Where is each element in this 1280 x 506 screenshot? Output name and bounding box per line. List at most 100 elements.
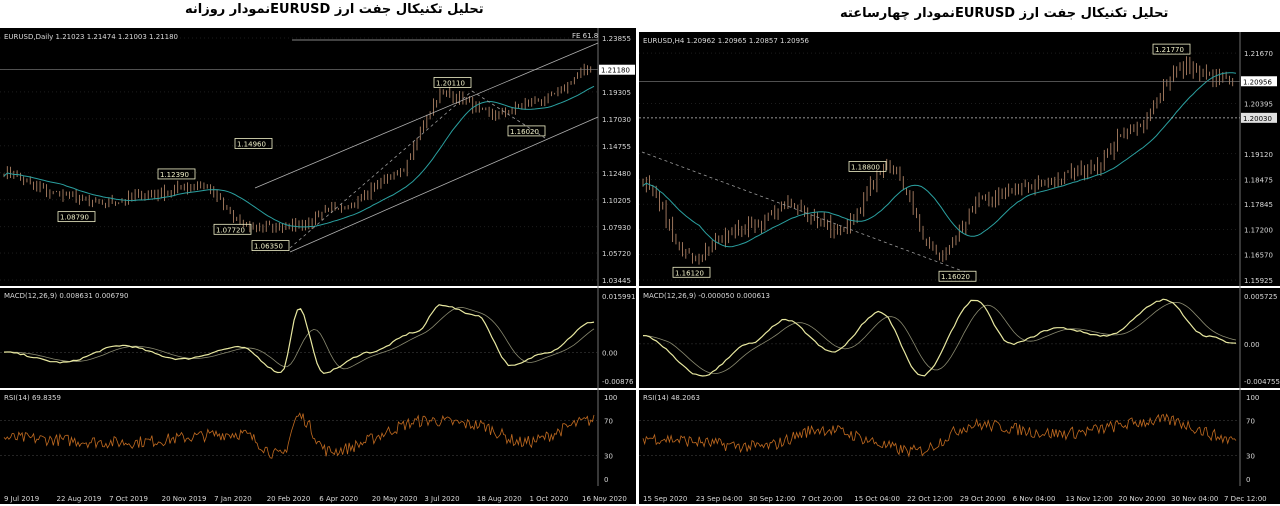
- h4-price-tick: 1.19120: [1244, 151, 1273, 159]
- daily-rsi-label: RSI(14) 69.8359: [4, 394, 61, 402]
- h4-date-tick: 6 Nov 04:00: [1013, 495, 1056, 503]
- h4-macd-tick-zero: 0.00: [1244, 341, 1260, 349]
- h4-price-tick: 1.20395: [1244, 100, 1273, 108]
- h4-swing-box: [848, 161, 887, 172]
- h4-rsi-line: [642, 413, 1237, 458]
- h4-rsi-tick: 30: [1246, 453, 1255, 461]
- daily-price-tick: 1.03445: [602, 277, 631, 285]
- daily-macd-pane: [0, 288, 636, 388]
- daily-price-tick: 1.23855: [602, 35, 631, 43]
- daily-channel-lower: [289, 116, 599, 253]
- h4-swing-box: [1152, 43, 1191, 55]
- daily-macd-tick-zero: 0.00: [602, 349, 618, 357]
- h4-level-label: 1.20030: [1243, 115, 1272, 123]
- h4-swing-label: 1.16120: [675, 269, 704, 277]
- daily-swing-label: 1.14960: [237, 140, 266, 148]
- h4-current-price-label: 1.20956: [1243, 78, 1272, 86]
- daily-rsi-tick: 70: [604, 417, 613, 425]
- daily-rsi-tick: 0: [604, 476, 608, 484]
- h4-macd-signal: [642, 301, 1237, 375]
- daily-macd-signal: [3, 306, 595, 370]
- daily-trend-dots: [471, 90, 546, 139]
- daily-current-price-box: [599, 64, 635, 75]
- daily-date-tick: 20 May 2020: [372, 495, 418, 503]
- h4-price-tick: 1.17845: [1244, 201, 1273, 209]
- h4-chart-title: تحلیل تکنیکال جفت ارز EURUSDنمودار چهارس…: [840, 6, 1169, 21]
- daily-swing-box: [213, 223, 252, 235]
- h4-candles: [642, 56, 1234, 265]
- h4-macd-pane: [639, 288, 1280, 388]
- daily-swing-box: [157, 168, 196, 180]
- daily-date-tick: 6 Apr 2020: [319, 495, 358, 503]
- h4-current-price-box: [1241, 76, 1277, 87]
- h4-swing-label: 1.18800: [851, 163, 880, 171]
- daily-price-tick: 1.17030: [602, 116, 631, 124]
- h4-price-tick: 1.17200: [1244, 227, 1273, 235]
- daily-trend-dots: [289, 90, 473, 249]
- daily-swing-box: [507, 125, 546, 137]
- daily-date-tick: 7 Jan 2020: [214, 495, 252, 503]
- daily-date-tick: 16 Nov 2020: [582, 495, 627, 503]
- h4-swing-box: [938, 270, 977, 282]
- h4-price-tick: 1.18475: [1244, 176, 1273, 184]
- h4-swing-box: [672, 266, 711, 278]
- daily-swing-label: 1.08790: [60, 214, 89, 222]
- daily-chart-title: تحلیل تکنیکال جفت ارز EURUSDنمودار روزان…: [185, 2, 484, 17]
- daily-current-price-label: 1.21180: [601, 67, 630, 75]
- daily-swing-label: 1.20110: [436, 79, 465, 87]
- daily-price-tick: 1.19305: [602, 89, 631, 97]
- daily-price-pane: [0, 28, 636, 286]
- h4-macd-tick-min: -0.004755: [1244, 378, 1280, 386]
- h4-rsi-tick: 70: [1246, 417, 1255, 425]
- h4-date-tick: 30 Sep 12:00: [749, 495, 796, 503]
- h4-date-tick: 29 Oct 20:00: [960, 495, 1006, 503]
- daily-date-tick: 20 Nov 2019: [162, 495, 207, 503]
- daily-date-tick: 3 Jul 2020: [424, 495, 459, 503]
- daily-fe-label: FE 61.8: [572, 32, 598, 40]
- daily-swing-box: [234, 138, 273, 149]
- h4-date-tick: 15 Oct 04:00: [854, 495, 900, 503]
- daily-channel-upper: [254, 42, 599, 189]
- h4-macd-line: [642, 298, 1237, 377]
- daily-candles: [3, 63, 592, 233]
- daily-rsi-tick: 30: [604, 453, 613, 461]
- daily-date-tick: 18 Aug 2020: [477, 495, 522, 503]
- daily-macd-tick-max: 0.015991: [602, 293, 635, 301]
- h4-date-tick: 23 Sep 04:00: [696, 495, 743, 503]
- h4-swing-label: 1.21770: [1155, 46, 1184, 54]
- h4-price-tick: 1.16570: [1244, 252, 1273, 260]
- h4-price-pane: [639, 32, 1280, 286]
- h4-rsi-tick: 100: [1246, 394, 1259, 402]
- daily-price-tick: 1.05720: [602, 250, 631, 258]
- h4-rsi-tick: 0: [1246, 476, 1250, 484]
- daily-date-tick: 9 Jul 2019: [4, 495, 39, 503]
- h4-rsi-pane: [639, 390, 1280, 486]
- h4-date-tick: 13 Nov 12:00: [1066, 495, 1113, 503]
- daily-swing-label: 1.06350: [254, 243, 283, 251]
- daily-moving-average: [3, 85, 595, 228]
- daily-symbol-line: EURUSD,Daily 1.21023 1.21474 1.21003 1.2…: [4, 33, 178, 41]
- h4-date-tick: 15 Sep 2020: [643, 495, 687, 503]
- daily-rsi-line: [3, 412, 595, 459]
- h4-symbol-line: EURUSD,H4 1.20962 1.20965 1.20857 1.2095…: [643, 37, 810, 45]
- h4-macd-tick-max: 0.005725: [1244, 293, 1277, 301]
- daily-swing-label: 1.07720: [216, 226, 245, 234]
- daily-macd-label: MACD(12,26,9) 0.008631 0.006790: [4, 292, 128, 300]
- daily-date-tick: 20 Feb 2020: [267, 495, 311, 503]
- daily-macd-tick-min: -0.00876: [602, 378, 634, 386]
- h4-date-axis: [639, 486, 1280, 504]
- daily-price-tick: 1.14755: [602, 143, 631, 151]
- h4-moving-average: [642, 72, 1237, 248]
- daily-rsi-pane: [0, 390, 636, 486]
- daily-swing-label: 1.16020: [510, 128, 539, 136]
- h4-date-tick: 7 Oct 20:00: [801, 495, 842, 503]
- daily-swing-label: 1.12390: [160, 171, 189, 179]
- daily-date-tick: 22 Aug 2019: [57, 495, 102, 503]
- daily-macd-line: [3, 304, 595, 374]
- h4-date-tick: 30 Nov 04:00: [1171, 495, 1218, 503]
- h4-date-tick: 7 Dec 12:00: [1224, 495, 1267, 503]
- h4-macd-label: MACD(12,26,9) -0.000050 0.000613: [643, 292, 770, 300]
- h4-swing-label: 1.16020: [941, 273, 970, 281]
- daily-date-axis: [0, 486, 636, 504]
